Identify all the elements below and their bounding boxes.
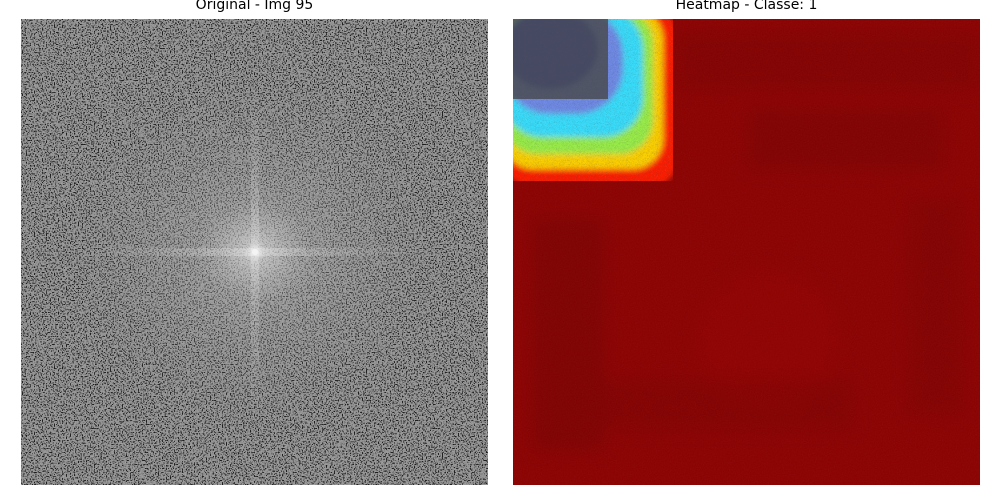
heatmap-image	[513, 19, 980, 485]
original-image-canvas	[21, 19, 488, 485]
spectrum-dc-point	[252, 249, 258, 255]
original-image-title: Original - Img 95	[195, 0, 314, 13]
original-image	[21, 19, 488, 485]
heatmap-hot-corner	[513, 19, 673, 181]
heatmap-title: Heatmap - Classe: 1	[675, 0, 818, 13]
heatmap-canvas	[513, 19, 980, 485]
